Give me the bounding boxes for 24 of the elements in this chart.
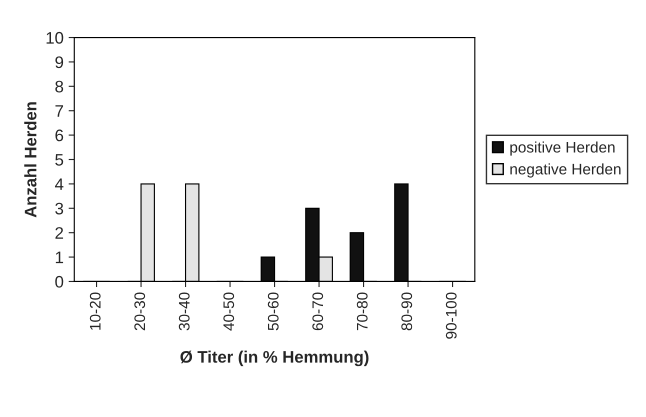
- x-tick-label: 50-60: [268, 292, 279, 330]
- x-tick-label: 60-70: [312, 292, 324, 330]
- x-axis-title: Ø Titer (in % Hemmung): [180, 350, 368, 366]
- y-tick-label: 5: [55, 154, 64, 166]
- y-tick-label: 10: [46, 32, 64, 44]
- x-tick-label: 80-90: [401, 292, 412, 330]
- y-tick-label: 1: [56, 252, 64, 264]
- y-tick-label: 3: [55, 202, 64, 214]
- y-tick-label: 7: [55, 105, 64, 117]
- y-tick-label: 2: [55, 227, 64, 239]
- y-tick-label: 0: [55, 276, 64, 288]
- y-tick-label: 6: [55, 130, 64, 142]
- x-tick-label: 30-40: [178, 292, 190, 330]
- y-tick-label: 8: [55, 80, 64, 93]
- legend-label: negative Herden: [510, 163, 620, 178]
- legend-label: positive Herden: [510, 141, 615, 156]
- x-tick-label: 20-30: [134, 292, 146, 330]
- y-tick-label: 9: [55, 56, 64, 68]
- x-tick-label: 70-80: [356, 292, 368, 330]
- x-tick-label: 40-50: [223, 292, 234, 331]
- y-axis-title: Anzahl Herden: [24, 102, 36, 218]
- y-tick-label: 4: [54, 178, 64, 190]
- x-tick-label: 90-100: [446, 292, 457, 339]
- x-tick-label: 10-20: [90, 292, 101, 330]
